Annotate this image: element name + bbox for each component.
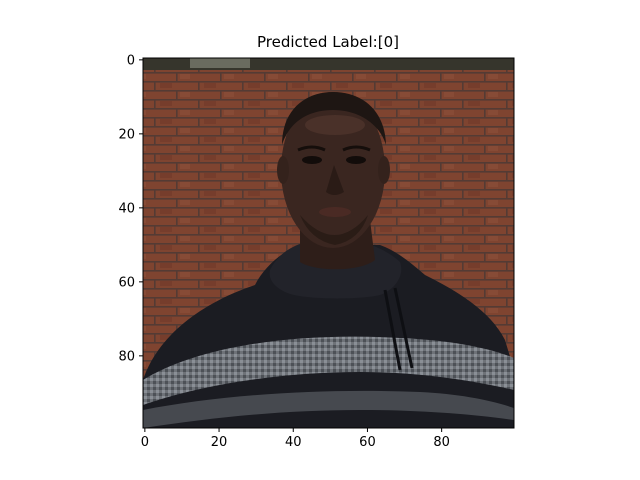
sweater-stripe-1 — [143, 336, 514, 405]
x-tick-label: 80 — [433, 435, 450, 450]
x-axis: 0 20 40 60 80 — [141, 428, 450, 450]
y-tick-label: 60 — [118, 275, 135, 290]
x-tick-label: 60 — [359, 435, 376, 450]
y-axis: 0 20 40 60 80 — [118, 53, 143, 364]
plot-title: Predicted Label:[0] — [257, 33, 399, 51]
y-tick-label: 80 — [118, 349, 135, 364]
y-tick-label: 40 — [118, 201, 135, 216]
x-tick-label: 0 — [141, 435, 149, 450]
y-tick-label: 0 — [127, 53, 135, 68]
x-tick-label: 20 — [211, 435, 228, 450]
axes-frame — [142, 57, 515, 429]
sweater-stripe-2 — [143, 390, 514, 428]
photo-content — [143, 58, 514, 428]
y-tick-label: 20 — [118, 127, 135, 142]
x-tick-label: 40 — [285, 435, 302, 450]
hair — [282, 92, 386, 145]
sweater — [143, 245, 514, 428]
